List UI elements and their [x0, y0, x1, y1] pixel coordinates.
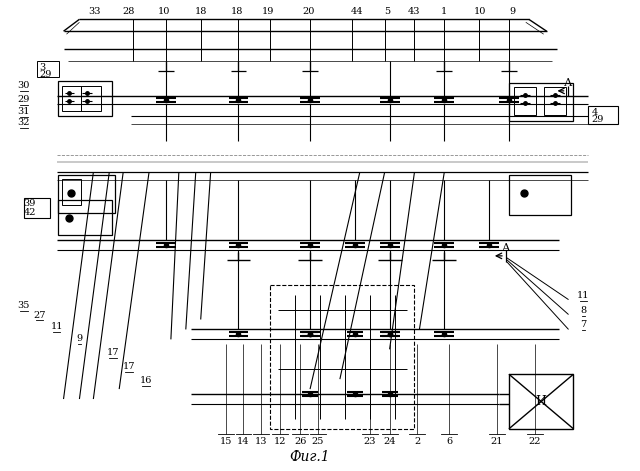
Text: 20: 20: [302, 7, 314, 16]
Text: 10: 10: [474, 7, 486, 16]
Bar: [81, 86, 101, 111]
Text: 14: 14: [237, 437, 250, 447]
Bar: [58, 81, 112, 116]
Bar: [24, 198, 50, 218]
Text: 11: 11: [51, 323, 63, 332]
Text: 23: 23: [364, 437, 376, 447]
Text: 17: 17: [107, 348, 120, 357]
Text: 29: 29: [591, 115, 604, 124]
Text: И: И: [535, 395, 546, 407]
Text: 5: 5: [385, 7, 390, 16]
Bar: [58, 175, 115, 213]
Text: 18: 18: [231, 7, 244, 16]
Text: 25: 25: [312, 437, 324, 447]
Bar: [509, 374, 573, 429]
Text: 35: 35: [17, 300, 30, 309]
Text: 8: 8: [580, 306, 586, 315]
Text: 9: 9: [76, 334, 83, 343]
Text: 7: 7: [580, 320, 587, 329]
Text: 13: 13: [255, 437, 268, 447]
Text: 16: 16: [140, 376, 152, 385]
Bar: [514, 87, 536, 115]
Text: 15: 15: [220, 437, 232, 447]
Bar: [543, 87, 566, 115]
Bar: [509, 175, 570, 215]
Text: 26: 26: [294, 437, 307, 447]
Text: 31: 31: [17, 107, 30, 116]
Bar: [509, 83, 573, 121]
Text: Фиг.1: Фиг.1: [290, 450, 330, 463]
Text: 4: 4: [591, 108, 598, 117]
Text: 2: 2: [414, 437, 420, 447]
Text: 33: 33: [88, 7, 100, 16]
Text: 1: 1: [441, 7, 447, 16]
Text: 29: 29: [17, 95, 30, 104]
Text: 17: 17: [123, 362, 136, 371]
Text: 27: 27: [33, 310, 46, 319]
Text: 29: 29: [40, 70, 52, 79]
Text: 9: 9: [510, 7, 516, 16]
Text: 42: 42: [24, 208, 36, 217]
Bar: [61, 86, 81, 111]
Text: 12: 12: [274, 437, 287, 447]
Text: 24: 24: [383, 437, 396, 447]
Text: 21: 21: [491, 437, 503, 447]
Bar: [58, 200, 112, 235]
Text: 32: 32: [17, 118, 30, 127]
Text: А: А: [564, 78, 573, 88]
Text: 3: 3: [40, 63, 46, 72]
Text: 22: 22: [529, 437, 541, 447]
Text: 39: 39: [24, 199, 36, 208]
Text: 19: 19: [262, 7, 275, 16]
Bar: [588, 106, 618, 124]
Text: 30: 30: [17, 81, 30, 90]
Bar: [270, 284, 415, 429]
Text: 43: 43: [408, 7, 420, 16]
Text: 11: 11: [577, 291, 589, 300]
Text: 28: 28: [122, 7, 134, 16]
Text: 10: 10: [157, 7, 170, 16]
Text: 44: 44: [351, 7, 363, 16]
Text: 18: 18: [195, 7, 207, 16]
Text: А: А: [502, 243, 510, 253]
Bar: [36, 61, 58, 77]
Bar: [61, 179, 81, 205]
Text: 6: 6: [446, 437, 452, 447]
